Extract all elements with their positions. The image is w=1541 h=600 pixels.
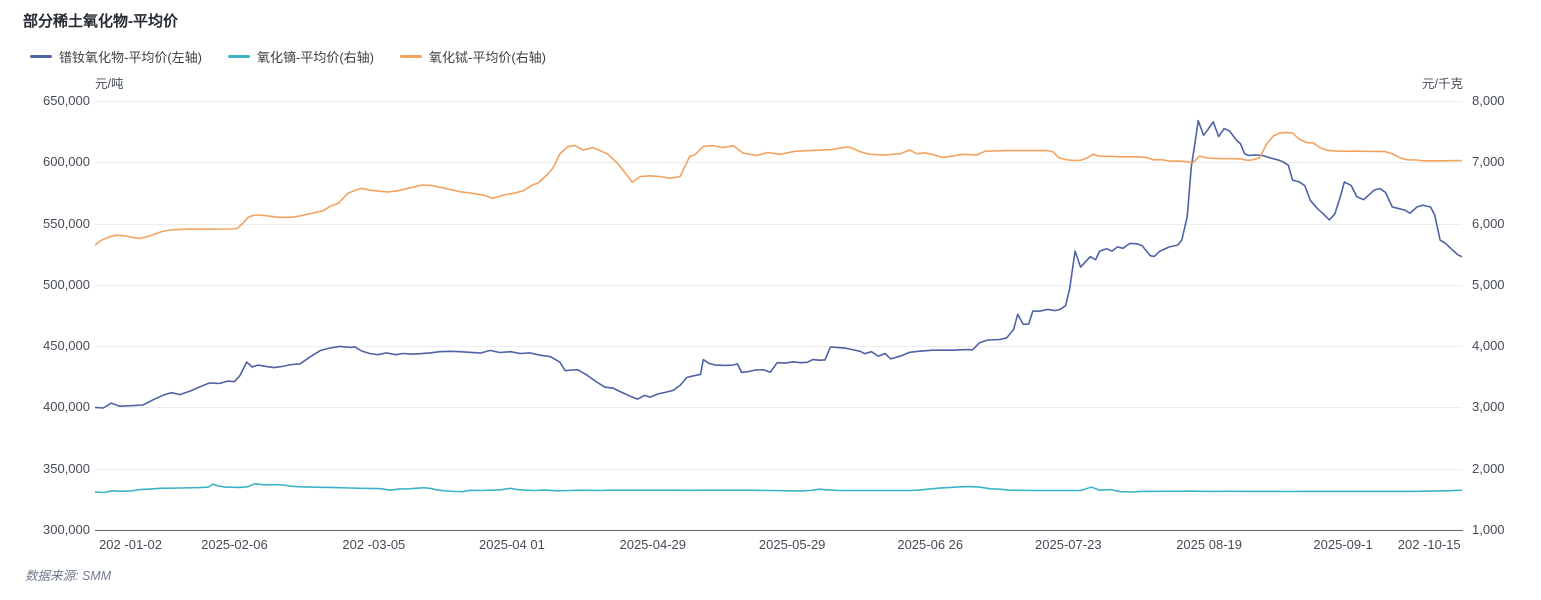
left-axis-tick: 350,000 xyxy=(43,460,90,476)
legend: 镨钕氧化物-平均价(左轴) 氧化镝-平均价(右轴) 氧化铽-平均价(右轴) xyxy=(30,47,546,66)
gridline xyxy=(95,468,1462,470)
left-axis-tick: 450,000 xyxy=(43,338,90,354)
x-axis-label: 2025-04-29 xyxy=(619,537,686,552)
gridline xyxy=(95,284,1462,286)
legend-line-marker xyxy=(30,55,52,58)
left-axis-tick: 500,000 xyxy=(43,276,90,292)
right-axis-tick: 7,000 xyxy=(1472,154,1505,170)
gridline xyxy=(95,162,1462,164)
left-axis-tick: 550,000 xyxy=(43,215,90,231)
legend-line-marker xyxy=(228,55,250,58)
gridline xyxy=(95,346,1462,348)
x-axis-label: 202 -10-15 xyxy=(1397,537,1461,552)
gridline xyxy=(95,101,1462,102)
x-axis-label: 202 -03-05 xyxy=(342,537,406,552)
right-axis-tick: 4,000 xyxy=(1472,338,1505,354)
legend-label: 氧化铽-平均价(右轴) xyxy=(429,50,546,65)
left-axis-tick: 650,000 xyxy=(43,93,90,108)
right-axis-unit-label: 元/千克 xyxy=(1422,77,1463,91)
legend-label: 镨钕氧化物-平均价(左轴) xyxy=(59,50,202,65)
legend-label: 氧化镝-平均价(右轴) xyxy=(257,50,374,65)
right-axis-tick: 8,000 xyxy=(1472,93,1505,108)
right-axis-tick: 5,000 xyxy=(1472,276,1505,292)
legend-item-1[interactable]: 氧化镝-平均价(右轴) xyxy=(228,47,374,66)
x-axis-label: 2025-09-1 xyxy=(1313,537,1373,552)
x-axis-label: 202 -01-02 xyxy=(99,537,162,552)
right-axis-tick: 6,000 xyxy=(1472,215,1505,231)
left-axis-tick: 600,000 xyxy=(43,154,90,170)
x-axis-label: 2025-02-06 xyxy=(201,537,268,552)
series-line-2 xyxy=(95,131,1462,246)
x-axis-label: 2025 08-19 xyxy=(1176,537,1242,552)
left-axis-tick: 400,000 xyxy=(43,399,90,415)
x-axis-label: 2025-04 01 xyxy=(479,537,545,552)
x-axis-label: 2025-05-29 xyxy=(758,537,826,552)
left-axis-tick: 300,000 xyxy=(43,522,90,537)
x-axis-label: 2025-06 26 xyxy=(897,537,964,552)
legend-line-marker xyxy=(400,55,422,58)
series-line-1 xyxy=(95,482,1462,494)
series-canvas xyxy=(95,119,1462,494)
x-axis-label: 2025-07-23 xyxy=(1035,537,1102,552)
right-axis-tick: 3,000 xyxy=(1472,399,1505,415)
chart-title: 部分稀土氧化物-平均价 xyxy=(23,13,178,30)
data-source: 数据来源: SMM xyxy=(25,569,112,583)
series-line-0 xyxy=(95,119,1462,409)
legend-item-0[interactable]: 镨钕氧化物-平均价(左轴) xyxy=(30,47,202,66)
right-axis-tick: 2,000 xyxy=(1472,460,1505,476)
left-axis-unit-label: 元/吨 xyxy=(95,77,124,91)
gridline xyxy=(95,223,1462,225)
legend-item-2[interactable]: 氧化铽-平均价(右轴) xyxy=(400,47,546,66)
x-axis-line xyxy=(95,530,1463,531)
gridline xyxy=(95,407,1462,409)
right-axis-tick: 1,000 xyxy=(1472,522,1505,537)
